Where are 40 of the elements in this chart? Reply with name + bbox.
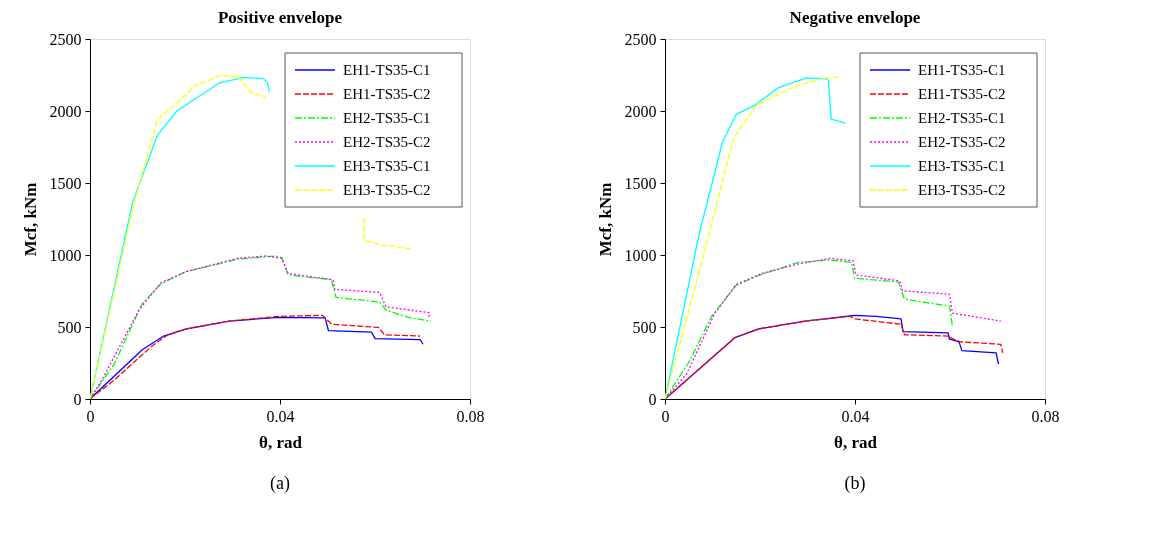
x-tick-label: 0.04 [266, 407, 295, 425]
legend-label: EH2-TS35-C2 [343, 134, 431, 150]
y-tick-label: 1500 [624, 174, 657, 192]
legend-label: EH1-TS35-C1 [343, 62, 431, 78]
legend-label: EH1-TS35-C1 [918, 62, 1006, 78]
chart-title: Negative envelope [789, 8, 921, 27]
x-tick-label: 0.04 [841, 407, 870, 425]
text: (a) [270, 473, 290, 494]
x-axis-title: θ, rad [834, 432, 878, 452]
x-tick-label: 0.08 [1031, 407, 1060, 425]
y-tick-label: 2500 [49, 30, 82, 48]
text: (b) [844, 473, 866, 494]
line-series [665, 257, 1002, 399]
x-tick-label: 0 [86, 407, 95, 425]
y-axis-title: Mcf, kNm [595, 182, 615, 257]
y-tick-label: 1000 [49, 246, 82, 264]
y-tick-label: 1000 [624, 246, 657, 264]
y-tick-label: 0 [648, 390, 657, 408]
legend-label: EH3-TS35-C1 [918, 158, 1006, 174]
y-tick-label: 2500 [624, 30, 657, 48]
y-tick-label: 500 [57, 318, 82, 336]
legend-label: EH1-TS35-C2 [343, 86, 431, 102]
legend-label: EH2-TS35-C2 [918, 134, 1006, 150]
legend-label: EH3-TS35-C1 [343, 158, 431, 174]
legend-label: EH2-TS35-C1 [918, 110, 1006, 126]
legend-label: EH3-TS35-C2 [343, 182, 431, 198]
legend-label: EH2-TS35-C1 [343, 110, 431, 126]
x-tick-label: 0.08 [456, 407, 485, 425]
y-tick-label: 500 [632, 318, 657, 336]
legend-label: EH1-TS35-C2 [918, 86, 1006, 102]
legend-label: EH3-TS35-C2 [918, 182, 1006, 198]
x-axis-title: θ, rad [259, 432, 303, 452]
chart-title: Positive envelope [217, 8, 343, 27]
y-tick-label: 0 [73, 390, 82, 408]
y-tick-label: 1500 [49, 174, 82, 192]
x-tick-label: 0 [661, 407, 670, 425]
y-axis-title: Mcf, kNm [20, 182, 40, 257]
y-tick-label: 2000 [624, 102, 657, 120]
y-tick-label: 2000 [49, 102, 82, 120]
line-series [665, 259, 954, 399]
